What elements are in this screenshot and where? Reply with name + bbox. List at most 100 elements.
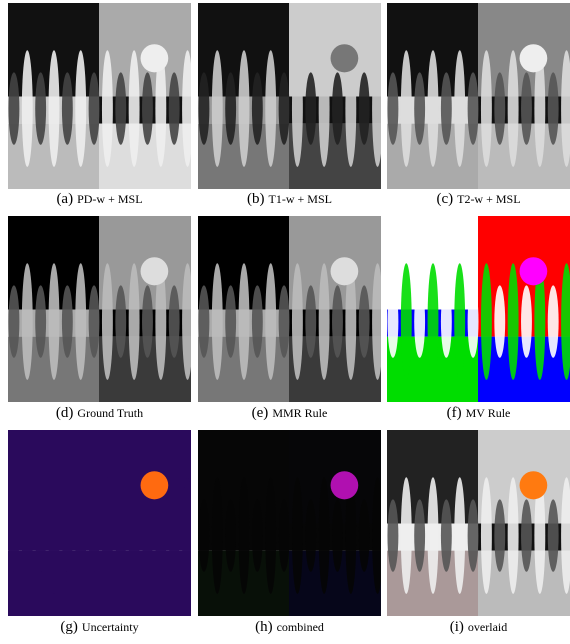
tooth [49,263,60,380]
tooth [454,477,465,594]
tooth [332,285,343,357]
tooth [521,285,532,357]
tooth [8,499,19,571]
panel-label: (g) [60,619,78,635]
tooth [401,477,412,594]
tooth [387,499,398,571]
caption: (a)PD-w + MSL [56,191,142,207]
tooth [129,263,140,380]
panel-image [198,3,383,189]
tooth [454,50,465,167]
tooth [75,477,86,594]
tooth [319,477,330,594]
caption: (b)T1-w + MSL [247,191,332,207]
tooth [494,285,505,357]
tooth [239,50,250,167]
tooth [372,263,383,380]
panel-caption: Ground Truth [77,406,143,420]
tooth [401,263,412,380]
tooth [428,477,439,594]
disc [520,257,548,285]
tooth [481,477,492,594]
tooth [102,477,113,594]
tooth [359,285,370,357]
tooth [115,285,126,357]
tooth [182,477,193,594]
tooth [62,72,73,144]
tooth [305,72,316,144]
tooth [182,263,193,380]
tooth [182,50,193,167]
tooth [62,499,73,571]
figure: (a)PD-w + MSL(b)T1-w + MSL(c)T2-w + MSL(… [0,0,570,644]
tooth [468,285,479,357]
caption: (f)MV Rule [447,405,511,421]
panel-label: (d) [56,405,74,421]
tooth [142,499,153,571]
tooth [305,285,316,357]
panel-caption: Uncertainty [82,620,139,634]
disc [141,257,169,285]
disc [331,471,359,499]
disc [520,471,548,499]
tooth [292,50,303,167]
tooth [75,50,86,167]
panel-label: (a) [56,191,73,207]
tooth [441,72,452,144]
panel-image [198,216,383,402]
panel-label: (b) [247,191,265,207]
tooth [428,263,439,380]
tooth [169,499,180,571]
panel-caption: MMR Rule [272,406,327,420]
tooth [521,499,532,571]
tooth [49,50,60,167]
tooth [387,72,398,144]
tooth [22,50,33,167]
tooth [372,50,383,167]
tooth [454,263,465,380]
tooth [225,285,236,357]
tooth [8,72,19,144]
tooth [115,499,126,571]
tooth [292,477,303,594]
panel-image [387,216,570,402]
disc [331,257,359,285]
tooth [548,72,559,144]
tooth [508,263,519,380]
tooth [414,72,425,144]
tooth [508,50,519,167]
panel-image [198,430,383,616]
disc [141,44,169,72]
tooth [468,499,479,571]
tooth [198,499,209,571]
panel-label: (c) [436,191,453,207]
panel-image [8,3,193,189]
tooth [468,72,479,144]
tooth [332,72,343,144]
tooth [548,285,559,357]
tooth [225,72,236,144]
panel-label: (e) [252,405,269,421]
tooth [414,285,425,357]
tooth [212,50,223,167]
tooth [265,263,276,380]
panel-label: (h) [255,619,273,635]
tooth [225,499,236,571]
caption: (h)combined [255,619,324,635]
tooth [142,72,153,144]
tooth [169,72,180,144]
tooth [441,499,452,571]
disc [520,44,548,72]
tooth [115,72,126,144]
tooth [521,72,532,144]
tooth [169,285,180,357]
caption: (i)overlaid [450,619,508,635]
tooth [332,499,343,571]
tooth [441,285,452,357]
tooth [239,263,250,380]
tooth [401,50,412,167]
panel-caption: MV Rule [466,406,511,420]
tooth [198,285,209,357]
tooth [252,499,263,571]
panel-image [387,430,570,616]
